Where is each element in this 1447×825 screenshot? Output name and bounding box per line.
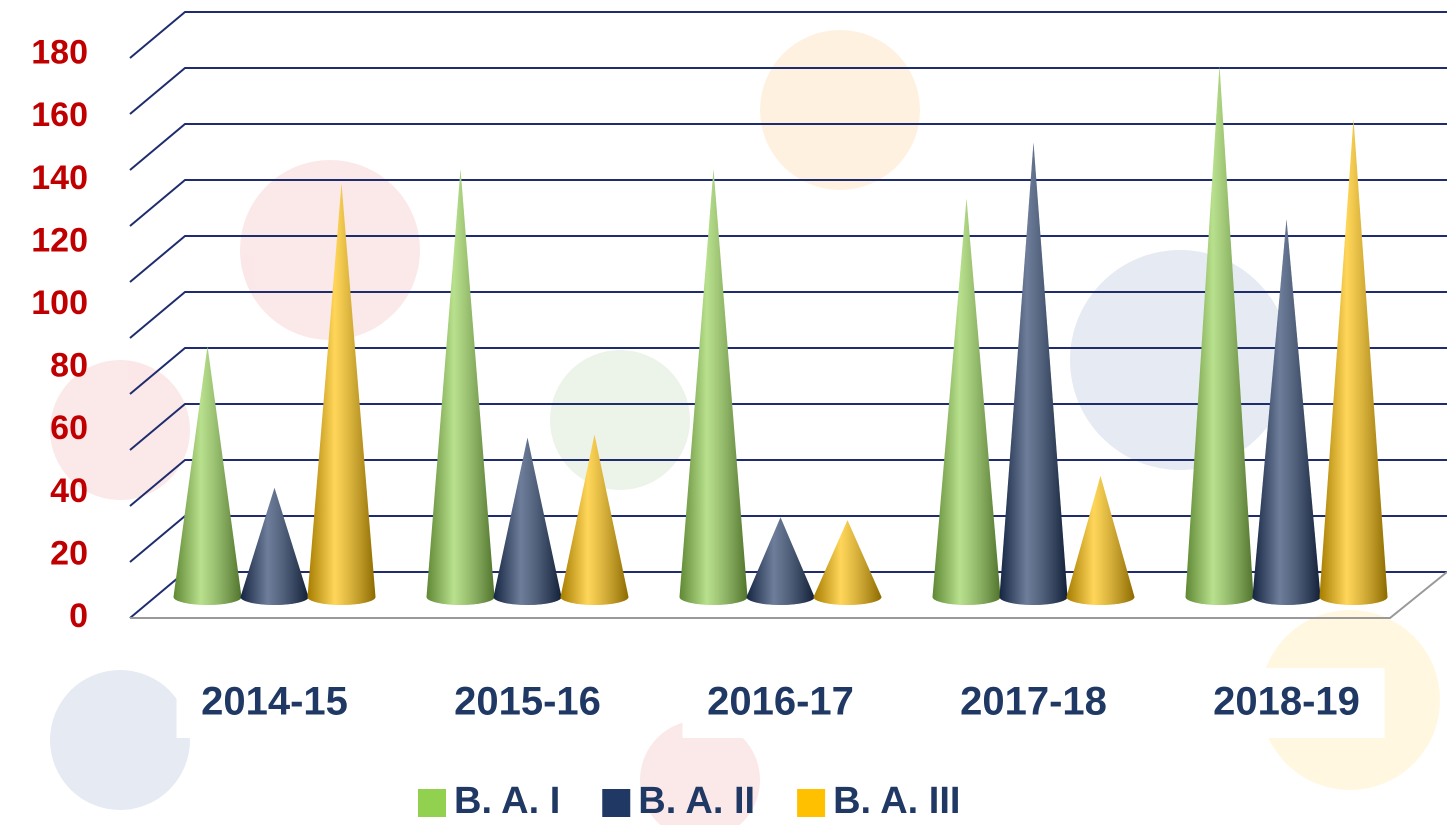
cone-shade [241, 488, 309, 605]
x-tick-label: 2015-16 [454, 680, 601, 724]
y-tick-label: 20 [50, 534, 88, 572]
x-tick-label: 2018-19 [1213, 680, 1360, 724]
y-tick-label: 180 [31, 34, 88, 72]
legend-label: B. A. I [454, 780, 560, 822]
legend-label: B. A. III [833, 780, 960, 822]
legend-label: B. A. II [638, 780, 755, 822]
cone-shade [1067, 476, 1135, 605]
cone-shade [174, 346, 242, 605]
cone-shade [427, 169, 495, 605]
cone-shade [1320, 119, 1388, 605]
y-tick-label: 40 [50, 472, 88, 510]
y-tick-label: 160 [31, 96, 88, 134]
legend-swatch [418, 789, 446, 817]
x-tick-label: 2016-17 [707, 680, 854, 724]
chart: 0 20 40 60 80 100 120 140 160 180 2014-15 2015-16 20… [0, 0, 1447, 825]
cone-shade [933, 199, 1001, 605]
cone-shade [1000, 143, 1068, 605]
y-tick-label: 140 [31, 159, 88, 197]
page: 0 20 40 60 80 100 120 140 160 180 2014-15 2015-16 20… [0, 0, 1447, 825]
x-tick-label: 2017-18 [960, 680, 1107, 724]
cone-shade [494, 438, 562, 605]
legend-swatch [797, 789, 825, 817]
x-tick-label: 2014-15 [201, 680, 348, 724]
y-tick-label: 60 [50, 409, 88, 447]
y-tick-label: 80 [50, 347, 88, 385]
y-tick-label: 0 [69, 597, 88, 635]
y-tick-label: 100 [31, 284, 88, 322]
legend-swatch [602, 789, 630, 817]
cone-shade [814, 520, 882, 605]
y-tick-label: 120 [31, 221, 88, 259]
cone-shade [747, 517, 815, 605]
cone-shade [680, 169, 748, 605]
